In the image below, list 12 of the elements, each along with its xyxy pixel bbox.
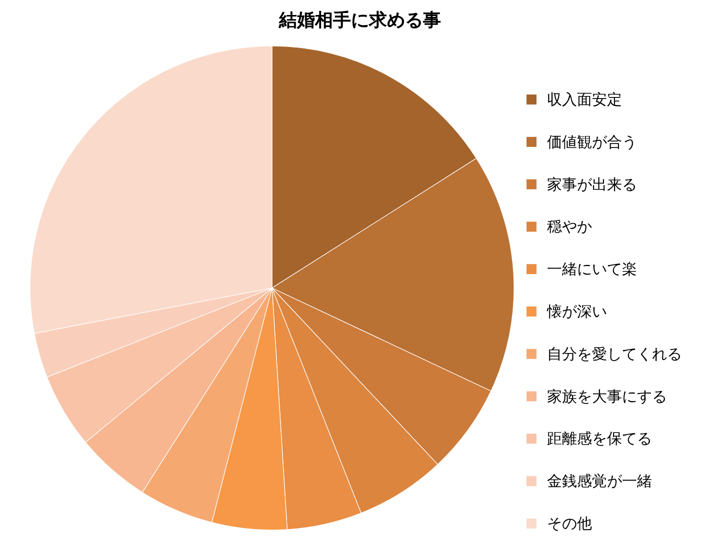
legend-label: その他	[547, 514, 592, 532]
legend-label: 価値観が合う	[547, 132, 637, 151]
legend-label: 懐が深い	[546, 302, 607, 320]
legend-label: 自分を愛してくれる	[547, 344, 682, 363]
legend-label: 一緒にいて楽	[547, 260, 637, 278]
legend-label: 金銭感覚が一緒	[547, 472, 652, 490]
legend-label: 距離感を保てる	[547, 430, 652, 448]
legend-label: 家族を大事にする	[547, 387, 667, 406]
legend-label: 穏やか	[547, 218, 592, 236]
chart-title: 結婚相手に求める事	[278, 10, 441, 31]
legend-label: 家事が出来る	[547, 175, 637, 194]
legend-label: 収入面安定	[547, 90, 622, 108]
